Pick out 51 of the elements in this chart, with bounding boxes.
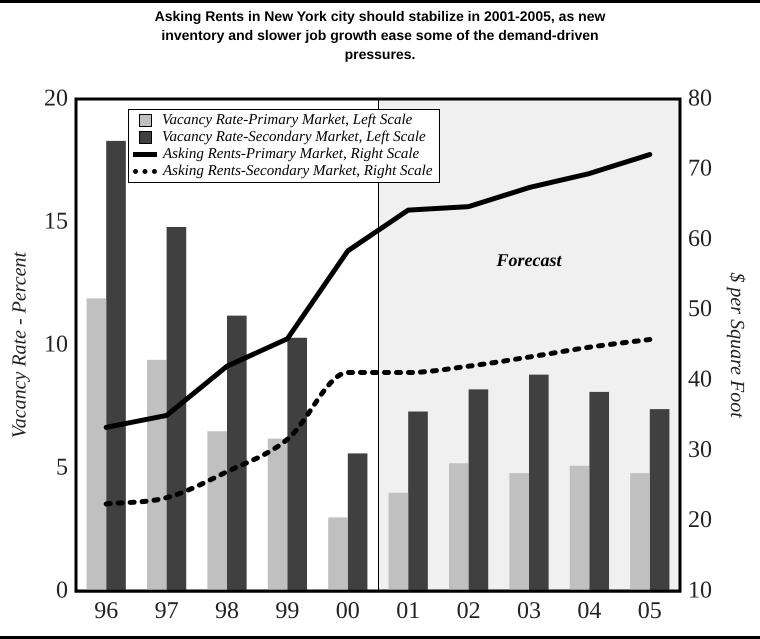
y-tick-label: 15: [44, 208, 68, 234]
x-tick-label: 99: [275, 598, 300, 624]
bar: [448, 463, 469, 592]
y-tick-label: 20: [44, 85, 68, 112]
y2-tick-label: 70: [688, 156, 712, 182]
annotation: Forecast: [496, 250, 562, 270]
bar: [287, 338, 308, 592]
y2-tick-label: 10: [688, 577, 712, 604]
x-tick-label: 01: [396, 598, 420, 624]
bar: [468, 389, 488, 592]
bar: [630, 473, 650, 592]
bar: [227, 316, 247, 592]
legend-label: Asking Rents-Primary Market, Right Scale: [163, 146, 420, 163]
legend-label: Vacancy Rate-Secondary Market, Left Scale: [162, 129, 426, 146]
x-tick-label: 00: [336, 598, 360, 624]
y2-axis-title: $ per Square Foot: [726, 272, 748, 418]
bar: [86, 298, 106, 592]
y2-tick-label: 20: [688, 507, 712, 534]
y-tick-label: 0: [56, 577, 68, 604]
bar: [388, 492, 408, 592]
x-tick-label: 05: [638, 598, 662, 624]
x-tick-label: 97: [154, 598, 179, 624]
x-tick-label: 03: [517, 598, 541, 624]
chart-title: Asking Rents in New York city should stabilize in 2001-2005, as new inventory and slower job growth ease some of the demand-driven pressures.: [154, 7, 606, 64]
bar: [146, 360, 167, 592]
bar: [207, 431, 227, 592]
bar: [408, 412, 428, 592]
y-tick-label: 5: [56, 454, 68, 480]
bar: [650, 409, 670, 592]
bar: [348, 453, 368, 592]
x-tick-label: 96: [94, 598, 118, 624]
bar: [106, 140, 126, 592]
bar: [268, 438, 288, 592]
bar: [589, 392, 610, 592]
bar: [166, 226, 186, 592]
y-axis-title: Vacancy Rate - Percent: [8, 251, 30, 438]
y2-tick-label: 80: [688, 85, 712, 112]
y-tick-label: 10: [44, 331, 68, 358]
bar: [328, 517, 348, 592]
bar: [570, 466, 590, 592]
legend-label: Asking Rents-Secondary Market, Right Scale: [163, 163, 433, 180]
legend-label: Vacancy Rate-Primary Market, Left Scale: [162, 112, 412, 129]
x-tick-label: 04: [577, 598, 602, 624]
y2-tick-label: 30: [688, 436, 712, 463]
bar: [509, 473, 529, 592]
y2-tick-label: 40: [688, 366, 712, 393]
bar: [529, 374, 549, 592]
x-tick-label: 02: [456, 598, 481, 624]
y2-tick-label: 50: [688, 296, 712, 322]
y2-tick-label: 60: [688, 226, 712, 252]
x-tick-label: 98: [215, 598, 239, 624]
